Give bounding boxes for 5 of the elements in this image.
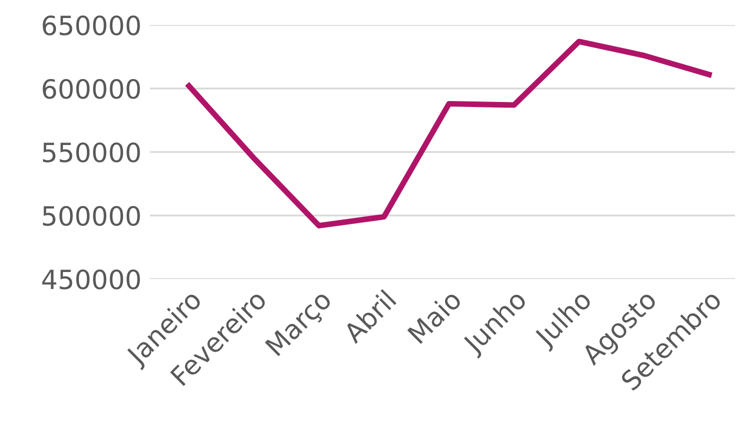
y-tick-label: 450000 <box>42 269 140 290</box>
y-tick-label: 600000 <box>42 78 140 99</box>
y-tick-label: 550000 <box>42 142 140 162</box>
y-tick-label: 650000 <box>42 15 140 36</box>
y-tick-label: 500000 <box>42 206 140 226</box>
